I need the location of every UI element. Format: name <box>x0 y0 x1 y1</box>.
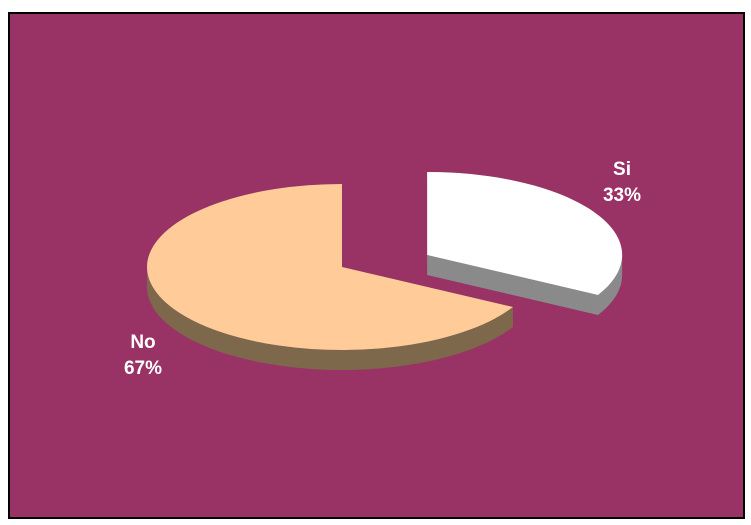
label-si: Si 33% <box>592 157 652 209</box>
label-no: No 67% <box>113 330 173 382</box>
label-no-percent: 67% <box>113 356 173 382</box>
label-si-name: Si <box>592 157 652 183</box>
label-si-percent: 33% <box>592 183 652 209</box>
label-no-name: No <box>113 330 173 356</box>
